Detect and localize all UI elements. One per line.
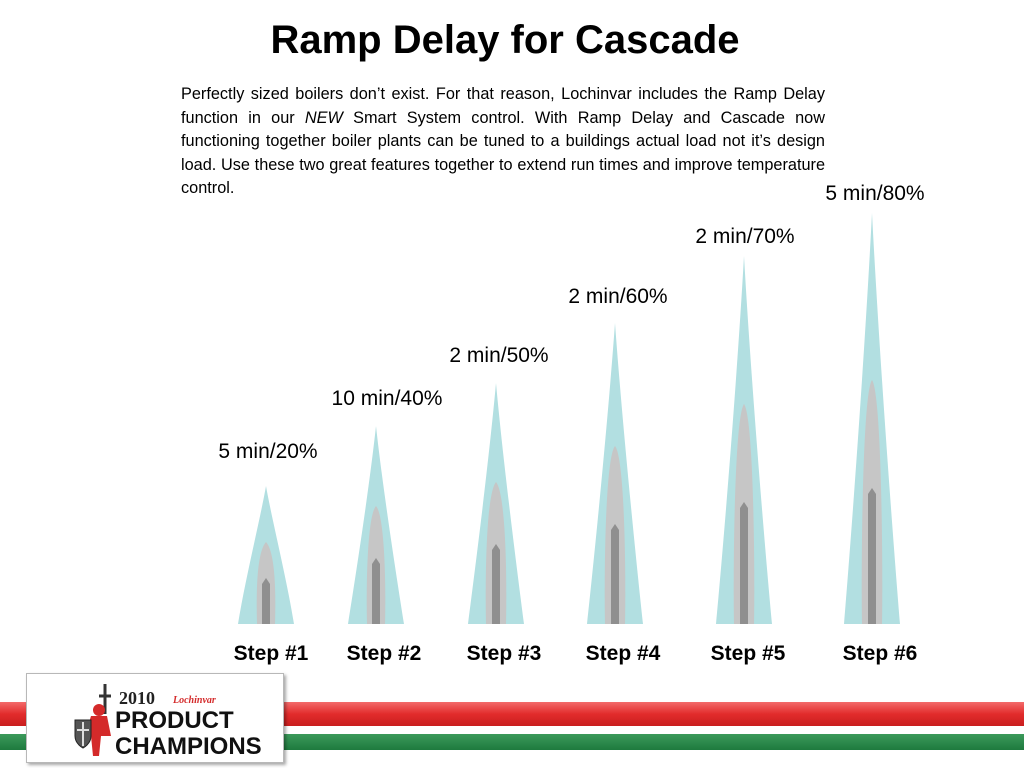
step-6-flame	[844, 213, 900, 624]
step-5-rate-label: 2 min/70%	[695, 225, 795, 248]
intro-text-before: Perfectly sized boilers don’t exist. For…	[181, 85, 825, 127]
step-1-rate-label: 5 min/20%	[218, 440, 318, 463]
knight-icon	[74, 684, 111, 756]
step-2-label: Step #2	[346, 642, 422, 665]
step-4-label: Step #4	[585, 642, 661, 665]
step-2-flame	[348, 426, 404, 624]
product-champions-logo: 2010 Lochinvar PRODUCT CHAMPIONS	[26, 673, 284, 763]
step-3-rate-label: 2 min/50%	[449, 344, 549, 367]
flame-diagram	[238, 213, 900, 624]
flame-inner	[740, 502, 748, 624]
step-5-label: Step #5	[710, 642, 786, 665]
step-2-rate-label: 10 min/40%	[331, 387, 443, 410]
step-5-flame	[716, 256, 772, 624]
step-4-flame	[587, 323, 643, 624]
step-3-flame	[468, 383, 524, 624]
logo-brand: Lochinvar	[172, 695, 216, 706]
flame-inner	[492, 544, 500, 624]
step-3-label: Step #3	[466, 642, 542, 665]
page-title: Ramp Delay for Cascade	[270, 18, 740, 62]
step-6-label: Step #6	[842, 642, 918, 665]
footer-stripe-white	[0, 726, 1024, 734]
logo-line2: CHAMPIONS	[115, 733, 262, 760]
step-4-rate-label: 2 min/60%	[568, 285, 668, 308]
flame-inner	[611, 524, 619, 624]
flame-inner	[262, 578, 270, 624]
intro-paragraph: Perfectly sized boilers don’t exist. For…	[181, 83, 825, 201]
flame-inner	[372, 558, 380, 624]
step-6-rate-label: 5 min/80%	[825, 182, 925, 205]
logo-artwork: 2010 Lochinvar PRODUCT CHAMPIONS	[74, 684, 262, 760]
logo-line1: PRODUCT	[115, 707, 234, 734]
flame-inner	[868, 488, 876, 624]
logo-year: 2010	[119, 688, 155, 708]
intro-text-after: Smart System control. With Ramp Delay an…	[181, 108, 825, 198]
intro-emphasis: NEW	[304, 108, 343, 127]
step-1-flame	[238, 486, 294, 624]
step-1-label: Step #1	[233, 642, 309, 665]
